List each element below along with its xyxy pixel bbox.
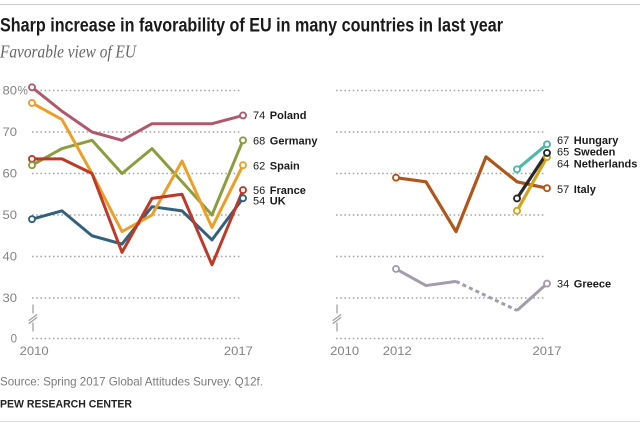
svg-text:54 UK: 54 UK (253, 195, 286, 207)
svg-text:34 Greece: 34 Greece (557, 278, 611, 290)
svg-text:0: 0 (11, 333, 17, 345)
svg-text:60: 60 (3, 168, 18, 180)
svg-text:Source: Spring 2017 Global Att: Source: Spring 2017 Global Attitudes Sur… (0, 375, 263, 389)
svg-text:80: 80 (3, 85, 18, 97)
svg-text:40: 40 (3, 251, 18, 263)
svg-text:2010: 2010 (330, 345, 360, 358)
svg-text:PEW RESEARCH CENTER: PEW RESEARCH CENTER (0, 399, 132, 411)
svg-text:Sharp increase in favorability: Sharp increase in favorability of EU in … (0, 16, 504, 37)
svg-text:2012: 2012 (383, 345, 412, 358)
svg-text:62 Spain: 62 Spain (253, 160, 300, 172)
svg-text:70: 70 (3, 127, 18, 139)
svg-text:56 France: 56 France (253, 185, 306, 197)
svg-text:30: 30 (3, 293, 18, 305)
svg-text:65 Sweden: 65 Sweden (557, 147, 616, 159)
svg-text:2017: 2017 (533, 345, 562, 358)
svg-text:50: 50 (3, 210, 18, 222)
svg-text:67 Hungary: 67 Hungary (557, 135, 619, 147)
svg-text:Favorable view of EU: Favorable view of EU (0, 42, 137, 62)
svg-text:2010: 2010 (20, 345, 50, 358)
svg-text:2017: 2017 (224, 345, 253, 358)
svg-text:%: % (18, 85, 28, 97)
svg-text:74 Poland: 74 Poland (253, 110, 306, 122)
svg-text:57 Italy: 57 Italy (557, 184, 597, 196)
svg-text:68 Germany: 68 Germany (253, 135, 318, 147)
svg-text:64 Netherlands: 64 Netherlands (557, 158, 637, 170)
